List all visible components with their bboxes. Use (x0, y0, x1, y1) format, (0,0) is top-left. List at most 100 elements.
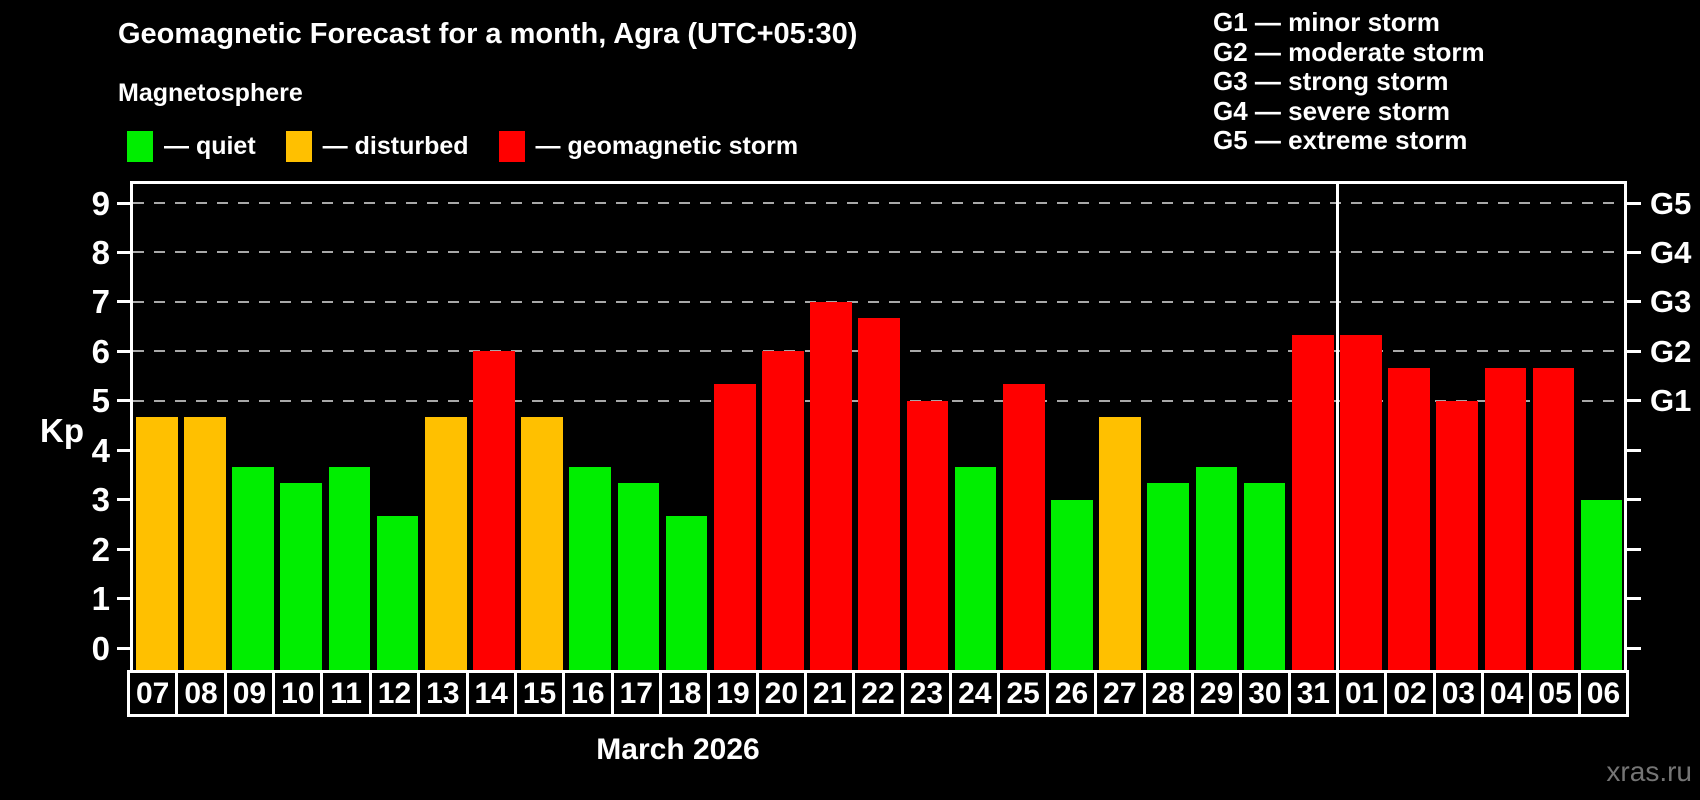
legend-label-quiet: — quiet (164, 132, 256, 160)
watermark-xras: xras.ru (1606, 756, 1692, 787)
y-tick-left-1 (117, 597, 130, 601)
bar-day-29 (1195, 466, 1238, 670)
bar-day-14 (473, 351, 515, 670)
day-label-21: 21 (804, 673, 852, 714)
y-tick-left-9 (117, 201, 130, 205)
day-label-27: 27 (1094, 673, 1142, 714)
bar-day-27 (1099, 417, 1141, 670)
legend-swatch-disturbed (285, 131, 312, 162)
y-tick-label-5: 5 (91, 382, 110, 420)
day-label-05: 05 (1529, 673, 1577, 714)
y-tick-label-7: 7 (91, 283, 110, 321)
day-label-22: 22 (852, 673, 900, 714)
legend-swatch-quiet (127, 131, 153, 162)
y-axis-label-kp: Kp (40, 412, 84, 449)
gridline-7 (133, 300, 1626, 303)
gridline-8 (133, 251, 1626, 254)
plot-area (133, 183, 1626, 670)
y-tick-label-8: 8 (91, 233, 110, 271)
page-title: Geomagnetic Forecast for a month, Agra (… (118, 18, 858, 50)
bar-day-18 (665, 515, 708, 670)
y-tick-left-2 (117, 547, 130, 551)
color-legend: — quiet — disturbed — geomagnetic storm (127, 131, 828, 162)
y-tick-label-2: 2 (91, 530, 110, 568)
y-tick-left-3 (117, 498, 130, 502)
day-label-09: 09 (223, 673, 272, 714)
bar-day-03 (1436, 400, 1478, 670)
day-label-16: 16 (562, 673, 610, 714)
bar-day-17 (617, 483, 660, 670)
y-tick-left-0 (117, 646, 130, 650)
legend-item-disturbed: — disturbed (285, 131, 469, 162)
y-tick-right-5 (1627, 399, 1641, 403)
g-legend-line-g4: G4 — severe storm (1213, 95, 1451, 126)
bar-day-19 (713, 384, 756, 670)
day-label-07: 07 (135, 676, 170, 710)
y-tick-label-9: 9 (91, 184, 110, 222)
y-tick-label-0: 0 (91, 629, 110, 667)
day-label-01: 01 (1335, 673, 1384, 714)
y-tick-left-4 (117, 448, 130, 452)
y-tick-right-0 (1627, 646, 1641, 650)
bar-day-24 (954, 466, 997, 670)
legend-label-disturbed: — disturbed (322, 132, 469, 160)
y-tick-label-6: 6 (91, 332, 110, 370)
g-label-g5: G5 (1650, 185, 1692, 221)
y-tick-left-5 (117, 399, 130, 403)
day-label-14: 14 (465, 673, 514, 714)
bar-day-07 (136, 417, 178, 670)
bar-day-20 (762, 351, 804, 670)
y-tick-label-4: 4 (91, 431, 110, 469)
bar-day-02 (1388, 367, 1430, 670)
g-storm-legend: G1 — minor storm G2 — moderate storm G3 — … (1213, 7, 1485, 156)
y-tick-label-1: 1 (91, 580, 110, 618)
bar-day-05 (1532, 367, 1575, 670)
bar-day-31 (1291, 335, 1334, 670)
bar-day-23 (906, 400, 949, 670)
day-label-29: 29 (1190, 673, 1239, 714)
bar-day-08 (184, 417, 226, 670)
day-label-17: 17 (610, 673, 659, 714)
right-axis-line (1624, 181, 1627, 670)
bar-day-01 (1340, 335, 1382, 670)
bar-day-11 (328, 466, 371, 670)
gridline-9 (133, 202, 1626, 205)
bar-day-15 (521, 417, 563, 670)
y-tick-left-6 (117, 349, 130, 353)
day-label-18: 18 (658, 673, 707, 714)
legend-label-storm: — geomagnetic storm (535, 132, 799, 160)
bar-day-09 (232, 466, 274, 670)
month-separator-line (1335, 183, 1339, 670)
bar-day-10 (280, 483, 323, 670)
plot-border-top (130, 181, 1627, 184)
day-label-04: 04 (1481, 673, 1529, 714)
day-label-10: 10 (272, 673, 320, 714)
y-tick-right-7 (1627, 300, 1641, 304)
day-label-26: 26 (1045, 673, 1094, 714)
y-tick-label-3: 3 (91, 481, 110, 519)
bar-day-26 (1051, 499, 1093, 670)
bar-day-12 (376, 515, 419, 670)
g-label-g4: G4 (1650, 234, 1692, 270)
day-label-02: 02 (1384, 673, 1432, 714)
g-label-g2: G2 (1650, 333, 1692, 369)
bar-day-22 (858, 318, 901, 670)
y-tick-right-6 (1627, 349, 1641, 353)
legend-swatch-storm (498, 131, 525, 162)
g-legend-line-g5: G5 — extreme storm (1213, 125, 1468, 155)
day-label-31: 31 (1287, 673, 1336, 714)
bar-day-30 (1243, 483, 1286, 670)
day-label-15: 15 (513, 673, 562, 714)
g-label-g3: G3 (1650, 284, 1692, 320)
day-label-19: 19 (707, 673, 755, 714)
day-label-25: 25 (997, 673, 1045, 714)
subtitle-magnetosphere: Magnetosphere (118, 79, 303, 107)
y-tick-right-9 (1627, 201, 1641, 205)
day-label-11: 11 (320, 673, 368, 714)
bar-day-21 (810, 301, 852, 670)
bar-day-04 (1484, 367, 1527, 670)
day-label-08: 08 (175, 673, 223, 714)
x-axis-month-label: March 2026 (596, 733, 760, 766)
g-legend-line-g2: G2 — moderate storm (1213, 36, 1485, 67)
